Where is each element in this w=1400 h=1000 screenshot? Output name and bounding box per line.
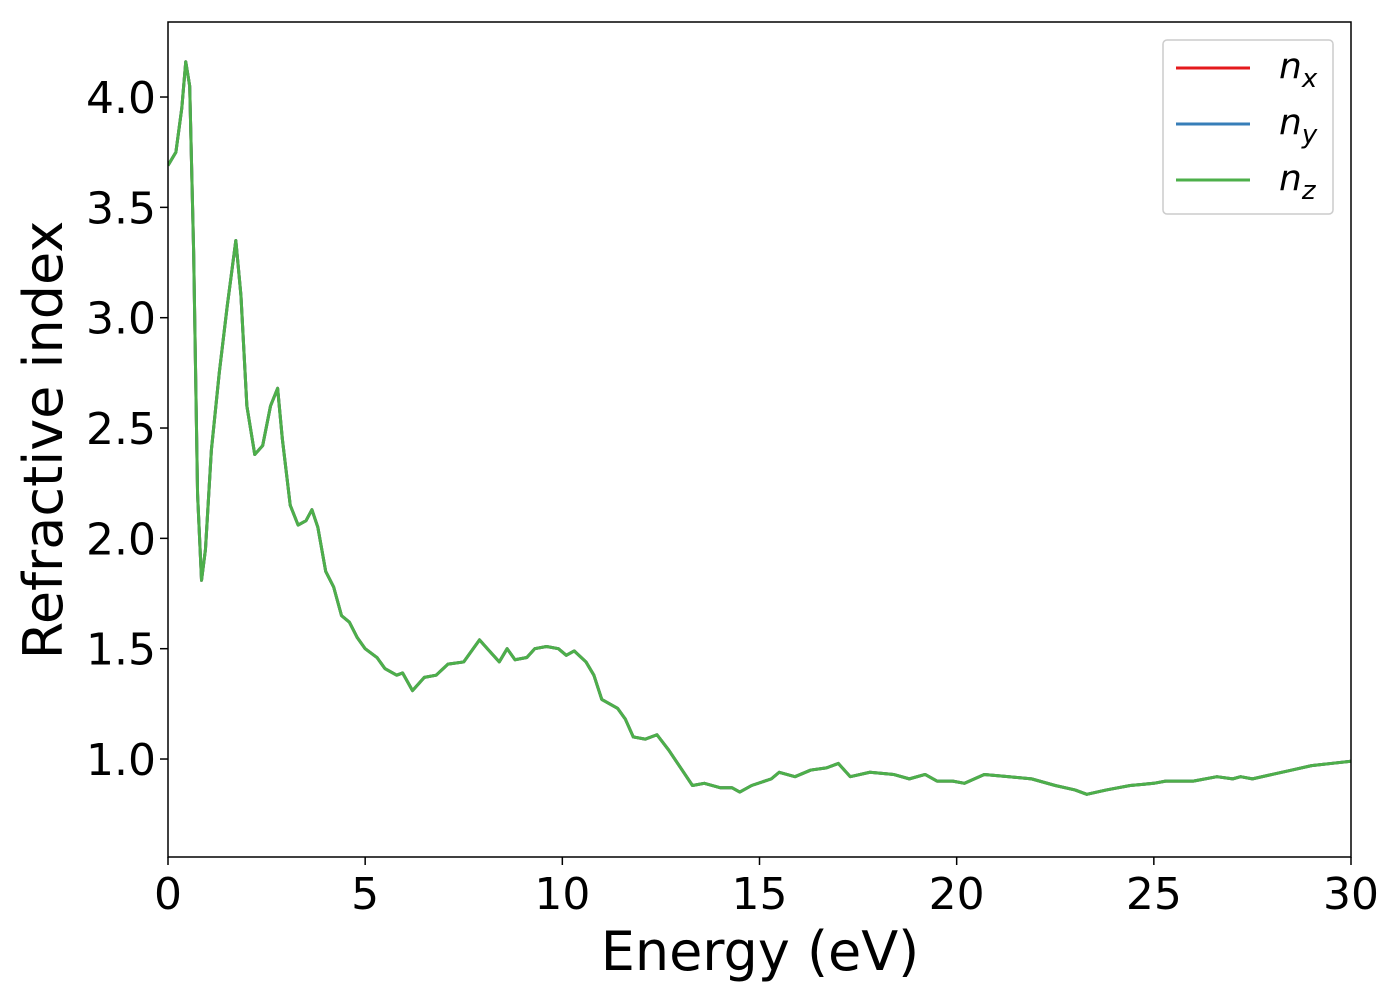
legend-label: ny bbox=[1279, 102, 1318, 150]
x-tick-label: 0 bbox=[154, 869, 182, 920]
y-tick-label: 1.0 bbox=[86, 735, 156, 786]
y-tick-label: 2.5 bbox=[86, 404, 156, 455]
y-tick-label: 2.0 bbox=[86, 514, 156, 565]
y-tick-label: 4.0 bbox=[86, 73, 156, 124]
x-tick-label: 30 bbox=[1323, 869, 1379, 920]
y-tick-label: 3.5 bbox=[86, 183, 156, 234]
x-tick-label: 5 bbox=[351, 869, 379, 920]
y-tick-label: 1.5 bbox=[86, 625, 156, 676]
y-axis-label: Refractive index bbox=[12, 221, 75, 660]
plot-frame bbox=[167, 21, 1352, 858]
legend-label: nz bbox=[1279, 158, 1317, 206]
x-tick-label: 15 bbox=[732, 869, 788, 920]
legend-box bbox=[1162, 39, 1334, 215]
legend-label: nx bbox=[1279, 46, 1318, 94]
y-tick-label: 3.0 bbox=[86, 294, 156, 345]
x-tick-label: 20 bbox=[929, 869, 985, 920]
x-tick-label: 25 bbox=[1126, 869, 1182, 920]
x-axis-label: Energy (eV) bbox=[601, 920, 920, 983]
x-tick-label: 10 bbox=[534, 869, 590, 920]
series-line bbox=[168, 60, 1351, 796]
